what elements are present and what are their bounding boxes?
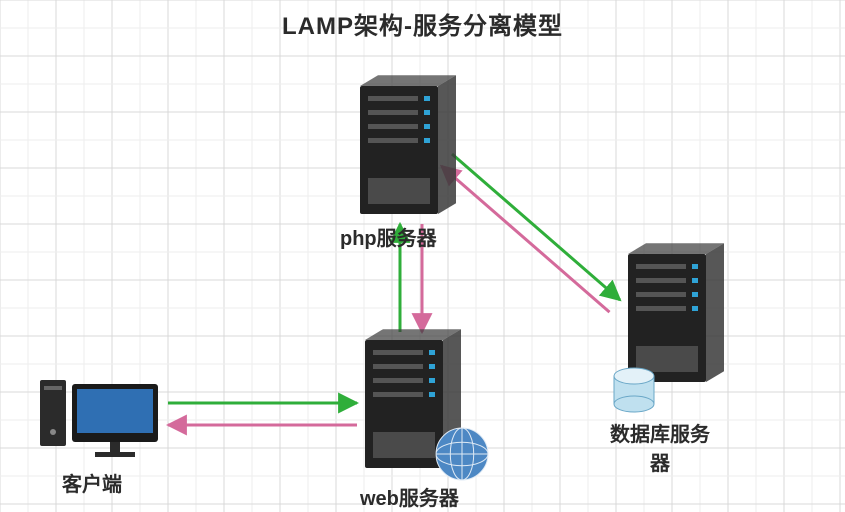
diagram-title: LAMP架构-服务分离模型: [0, 6, 845, 41]
diagram-stage: LAMP架构-服务分离模型 客户端 web服务器 php服务器 数据库服务 器: [0, 0, 845, 512]
diagram-svg: [0, 0, 845, 512]
web-server-label: web服务器: [360, 482, 459, 511]
client-label: 客户端: [62, 468, 122, 497]
php-server-label: php服务器: [340, 222, 437, 251]
db-server-label: 数据库服务 器: [610, 418, 710, 476]
